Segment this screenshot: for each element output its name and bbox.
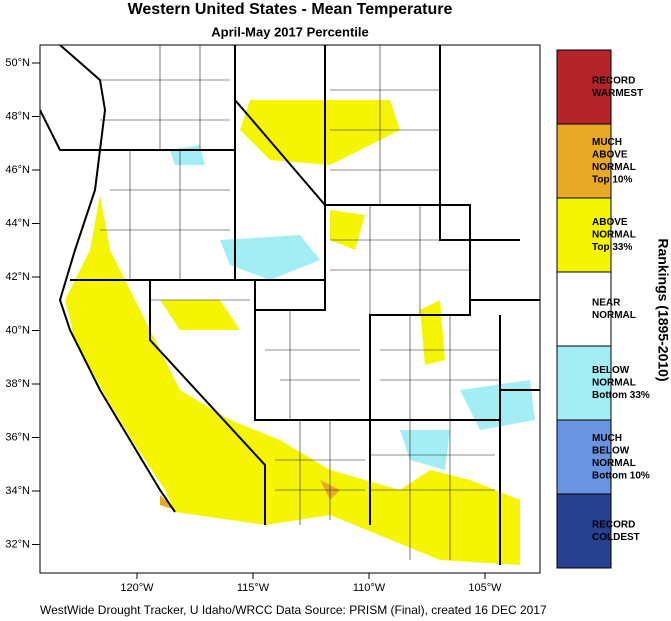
legend-swatch <box>556 197 612 273</box>
lon-label: 115°W <box>237 582 270 594</box>
map <box>39 44 541 574</box>
legend-label: ABOVE <box>592 217 628 228</box>
legend-label: COLDEST <box>592 532 640 543</box>
legend-swatch <box>556 123 612 199</box>
legend-label: Bottom 10% <box>592 470 650 481</box>
legend-label: BELOW <box>592 365 630 376</box>
legend-label: RECORD <box>592 519 635 530</box>
legend-label: Bottom 33% <box>592 390 650 401</box>
legend-label: RECORD <box>592 75 635 86</box>
lat-label: 50°N <box>5 57 30 69</box>
legend-swatch <box>556 493 612 569</box>
legend-swatch <box>556 345 612 421</box>
lat-label: 38°N <box>5 378 30 390</box>
legend-swatch <box>556 271 612 347</box>
legend-label: NORMAL <box>592 378 636 389</box>
lon-label: 120°W <box>120 582 154 594</box>
legend-label: NORMAL <box>592 310 636 321</box>
legend-swatch <box>556 49 612 125</box>
legend-swatch <box>556 419 612 495</box>
lat-label: 40°N <box>5 324 30 336</box>
legend-label: NORMAL <box>592 162 636 173</box>
lon-label: 110°W <box>353 582 386 594</box>
legend-label: BELOW <box>592 445 630 456</box>
lat-label: 46°N <box>5 164 30 176</box>
legend-label: NORMAL <box>592 458 636 469</box>
lat-label: 36°N <box>5 431 30 443</box>
footer: WestWide Drought Tracker, U Idaho/WRCC D… <box>40 603 547 617</box>
legend-title: Rankings (1895-2010) <box>655 238 671 381</box>
lon-label: 105°W <box>468 582 502 594</box>
lat-label: 48°N <box>5 110 30 122</box>
title: Western United States - Mean Temperature <box>128 1 453 18</box>
legend-label: NEAR <box>592 297 621 308</box>
legend-label: WARMEST <box>592 88 643 99</box>
legend-label: ABOVE <box>592 149 628 160</box>
legend-label: MUCH <box>592 433 622 444</box>
subtitle: April-May 2017 Percentile <box>211 24 369 39</box>
lat-label: 34°N <box>5 485 30 497</box>
legend-label: NORMAL <box>592 230 636 241</box>
lat-label: 32°N <box>5 538 30 550</box>
legend-label: MUCH <box>592 137 622 148</box>
legend-label: Top 33% <box>592 242 632 253</box>
legend-label: Top 10% <box>592 174 632 185</box>
lat-label: 44°N <box>5 217 30 229</box>
lat-label: 42°N <box>5 271 30 283</box>
